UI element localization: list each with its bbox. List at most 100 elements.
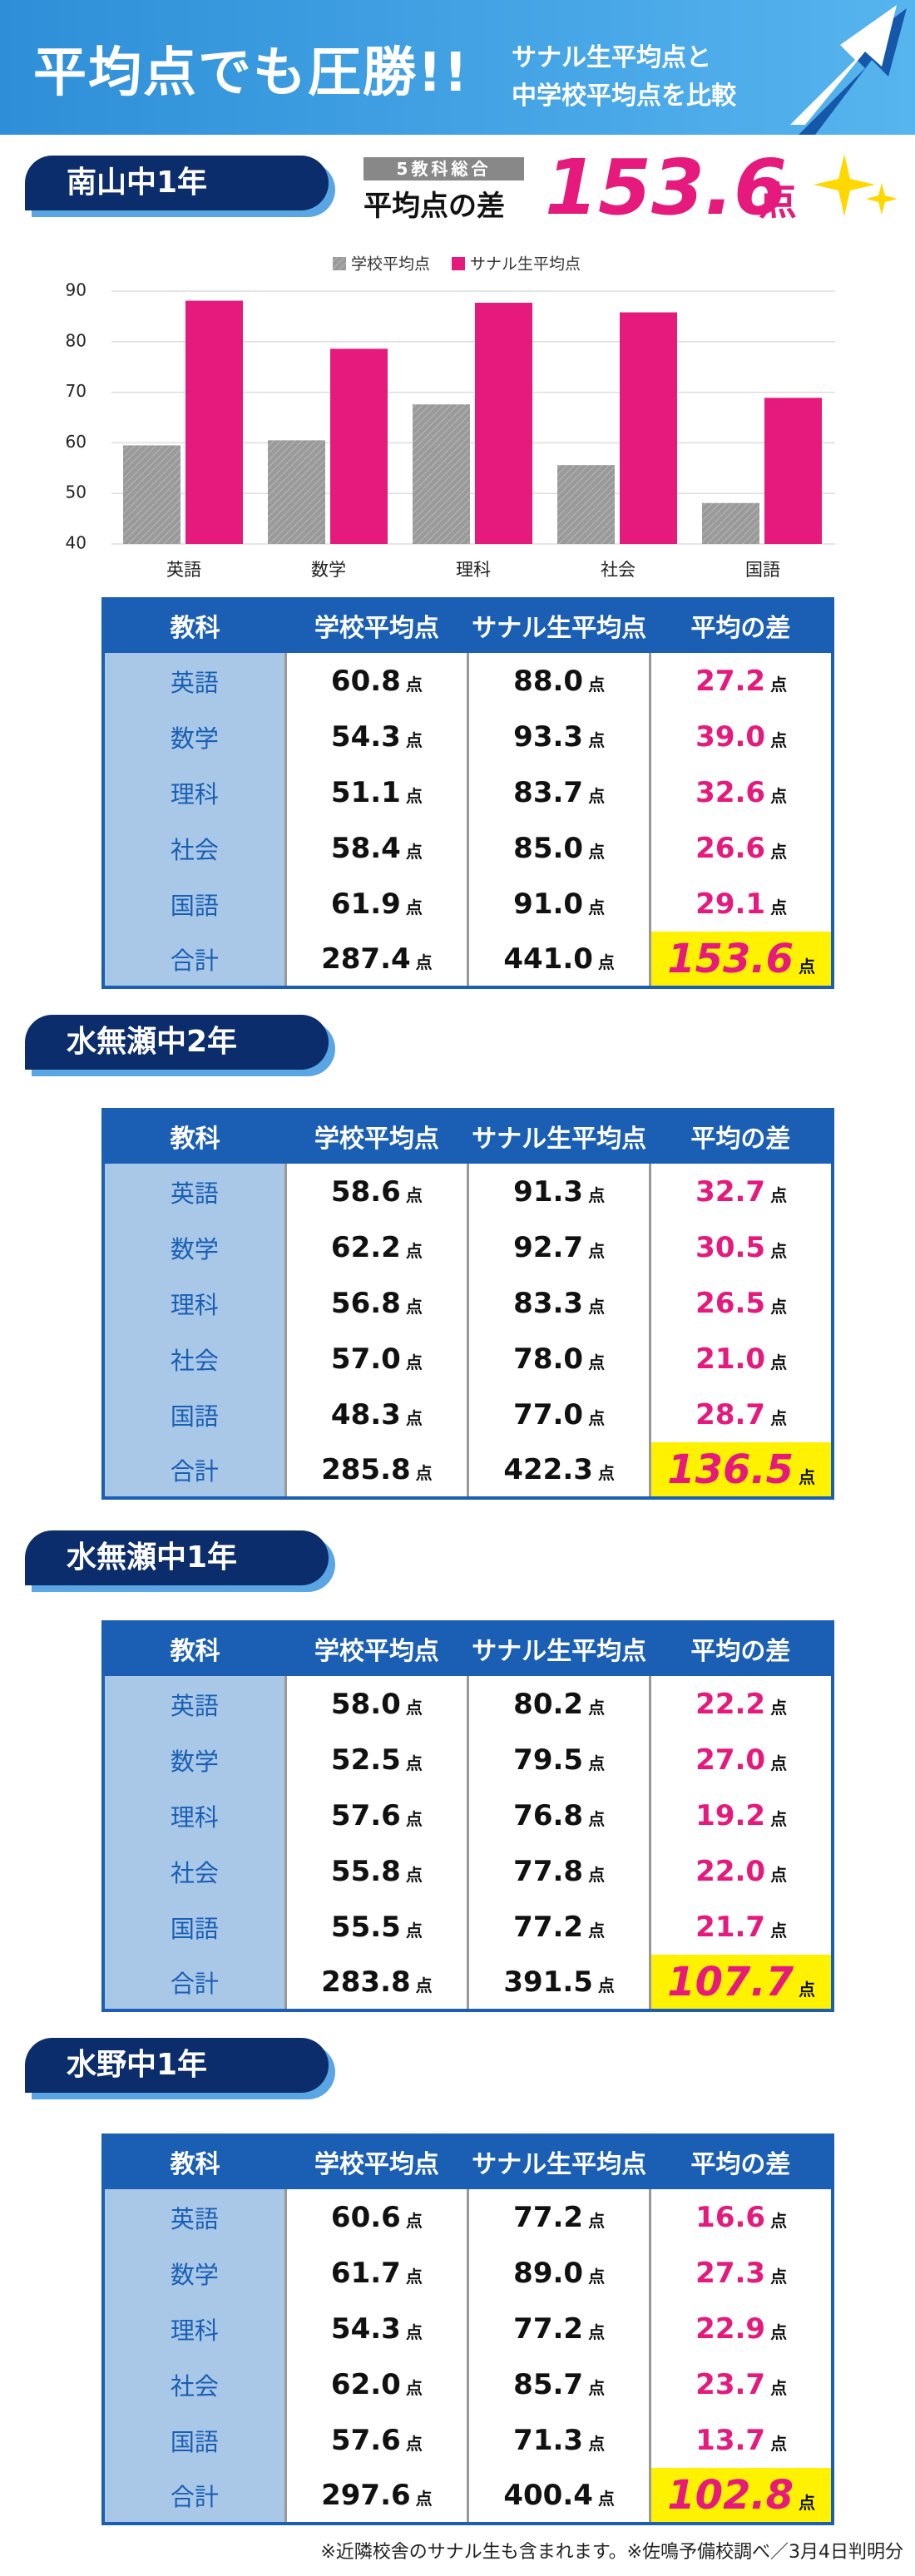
subject: 社会 (103, 1843, 286, 1899)
score-value: 285.8 (321, 1452, 411, 1486)
score-cell: 23.7 点 (649, 2356, 833, 2412)
subject: 英語 (103, 1164, 286, 1219)
score-unit: 点 (415, 952, 433, 972)
score-cell: 89.0 点 (466, 2245, 650, 2301)
score-value: 422.3 (503, 1452, 593, 1486)
score-cell: 102.8 点 (649, 2468, 833, 2524)
subject: 国語 (103, 876, 286, 932)
legend-swatch (333, 257, 346, 270)
section-label: 南山中1年 (25, 156, 329, 210)
score-unit: 点 (588, 1920, 606, 1941)
score-unit: 点 (405, 1753, 423, 1773)
score-cell: 32.6 点 (649, 764, 833, 820)
subject: 英語 (103, 653, 286, 709)
score-value: 283.8 (321, 1965, 411, 1999)
subject: 合計 (103, 1955, 286, 2010)
score-value: 62.0 (330, 2367, 401, 2401)
x-tick-label: 国語 (745, 560, 780, 580)
score-unit: 点 (588, 897, 606, 917)
score-value: 58.4 (330, 831, 401, 865)
score-value: 77.0 (513, 1397, 584, 1431)
score-value: 400.4 (503, 2478, 593, 2512)
summary-label: 平均点の差 (364, 190, 505, 223)
score-value: 55.8 (330, 1854, 401, 1888)
score-cell: 29.1 点 (649, 876, 833, 932)
score-unit: 点 (405, 841, 423, 862)
score-unit: 点 (405, 674, 423, 695)
score-unit: 点 (405, 1808, 423, 1829)
column-header: サナル生平均点 (467, 2133, 650, 2189)
score-cell: 76.8 点 (466, 1787, 650, 1843)
score-unit: 点 (588, 2210, 606, 2231)
score-unit: 点 (405, 1184, 423, 1205)
score-value: 61.9 (330, 887, 401, 921)
x-tick-label: 社会 (601, 560, 636, 580)
score-cell: 83.7 点 (466, 764, 650, 820)
x-tick-label: 英語 (166, 560, 201, 580)
subject: 社会 (103, 2356, 286, 2412)
header-row: 教科 学校平均点 サナル生平均点 平均の差 (103, 597, 833, 653)
score-cell: 62.2 点 (284, 1219, 468, 1275)
score-value: 32.6 (695, 775, 766, 809)
score-unit: 点 (770, 674, 788, 695)
y-tick-label: 50 (66, 482, 87, 502)
legend-label: サナル生平均点 (470, 255, 581, 274)
table-row: 合計 283.8 点 391.5 点 107.7 点 (103, 1955, 833, 2010)
score-value: 56.8 (330, 1286, 401, 1320)
score-unit: 点 (405, 897, 423, 917)
score-cell: 400.4 点 (466, 2468, 650, 2524)
score-unit: 点 (588, 1407, 606, 1428)
score-cell: 441.0 点 (466, 932, 650, 987)
table-row: 数学 62.2 点 92.7 点 30.5 点 (103, 1219, 833, 1275)
score-cell: 62.0 点 (284, 2356, 468, 2412)
score-cell: 91.3 点 (466, 1164, 650, 1219)
table-row: 数学 61.7 点 89.0 点 27.3 点 (103, 2245, 833, 2301)
table-row: 合計 287.4 点 441.0 点 153.6 点 (103, 932, 833, 987)
score-value: 22.9 (695, 2311, 766, 2346)
y-tick-label: 90 (66, 280, 87, 300)
column-header: 平均の差 (650, 597, 833, 653)
score-unit: 点 (405, 1864, 423, 1885)
arrow-icon (790, 5, 907, 135)
score-unit: 点 (588, 841, 606, 862)
score-unit: 点 (588, 2433, 606, 2454)
score-cell: 57.6 点 (284, 1787, 468, 1843)
score-unit: 点 (770, 2321, 788, 2342)
score-cell: 283.8 点 (284, 1955, 468, 2010)
score-value: 58.0 (330, 1687, 401, 1721)
score-cell: 77.2 点 (466, 2189, 650, 2245)
score-cell: 391.5 点 (466, 1955, 650, 2010)
score-unit: 点 (770, 1808, 788, 1829)
score-value: 91.0 (513, 887, 584, 921)
legend-label: 学校平均点 (351, 255, 430, 274)
score-cell: 16.6 点 (649, 2189, 833, 2245)
bar (475, 302, 532, 544)
subject: 国語 (103, 1899, 286, 1955)
score-value: 441.0 (503, 942, 593, 976)
column-header: 平均の差 (650, 2133, 833, 2189)
score-cell: 56.8 点 (284, 1275, 468, 1331)
score-cell: 77.2 点 (466, 2301, 650, 2356)
score-value: 83.7 (513, 775, 584, 809)
score-cell: 26.5 点 (649, 1275, 833, 1331)
score-unit: 点 (770, 2210, 788, 2231)
subject: 理科 (103, 1275, 286, 1331)
score-cell: 57.0 点 (284, 1331, 468, 1387)
score-unit: 点 (770, 2266, 788, 2287)
score-value: 391.5 (503, 1965, 593, 1999)
score-unit: 点 (405, 2266, 423, 2287)
score-value: 60.6 (330, 2200, 401, 2234)
table-row: 国語 57.6 点 71.3 点 13.7 点 (103, 2412, 833, 2468)
score-cell: 78.0 点 (466, 1331, 650, 1387)
table-row: 数学 54.3 点 93.3 点 39.0 点 (103, 709, 833, 764)
score-value: 77.2 (513, 2200, 584, 2234)
score-value: 55.5 (330, 1910, 401, 1944)
score-value: 26.5 (695, 1286, 766, 1320)
score-value: 91.3 (513, 1174, 584, 1209)
score-cell: 287.4 点 (284, 932, 468, 987)
score-unit: 点 (588, 1808, 606, 1829)
score-value: 89.0 (513, 2256, 584, 2290)
score-value: 32.7 (695, 1174, 766, 1209)
score-cell: 58.6 点 (284, 1164, 468, 1219)
